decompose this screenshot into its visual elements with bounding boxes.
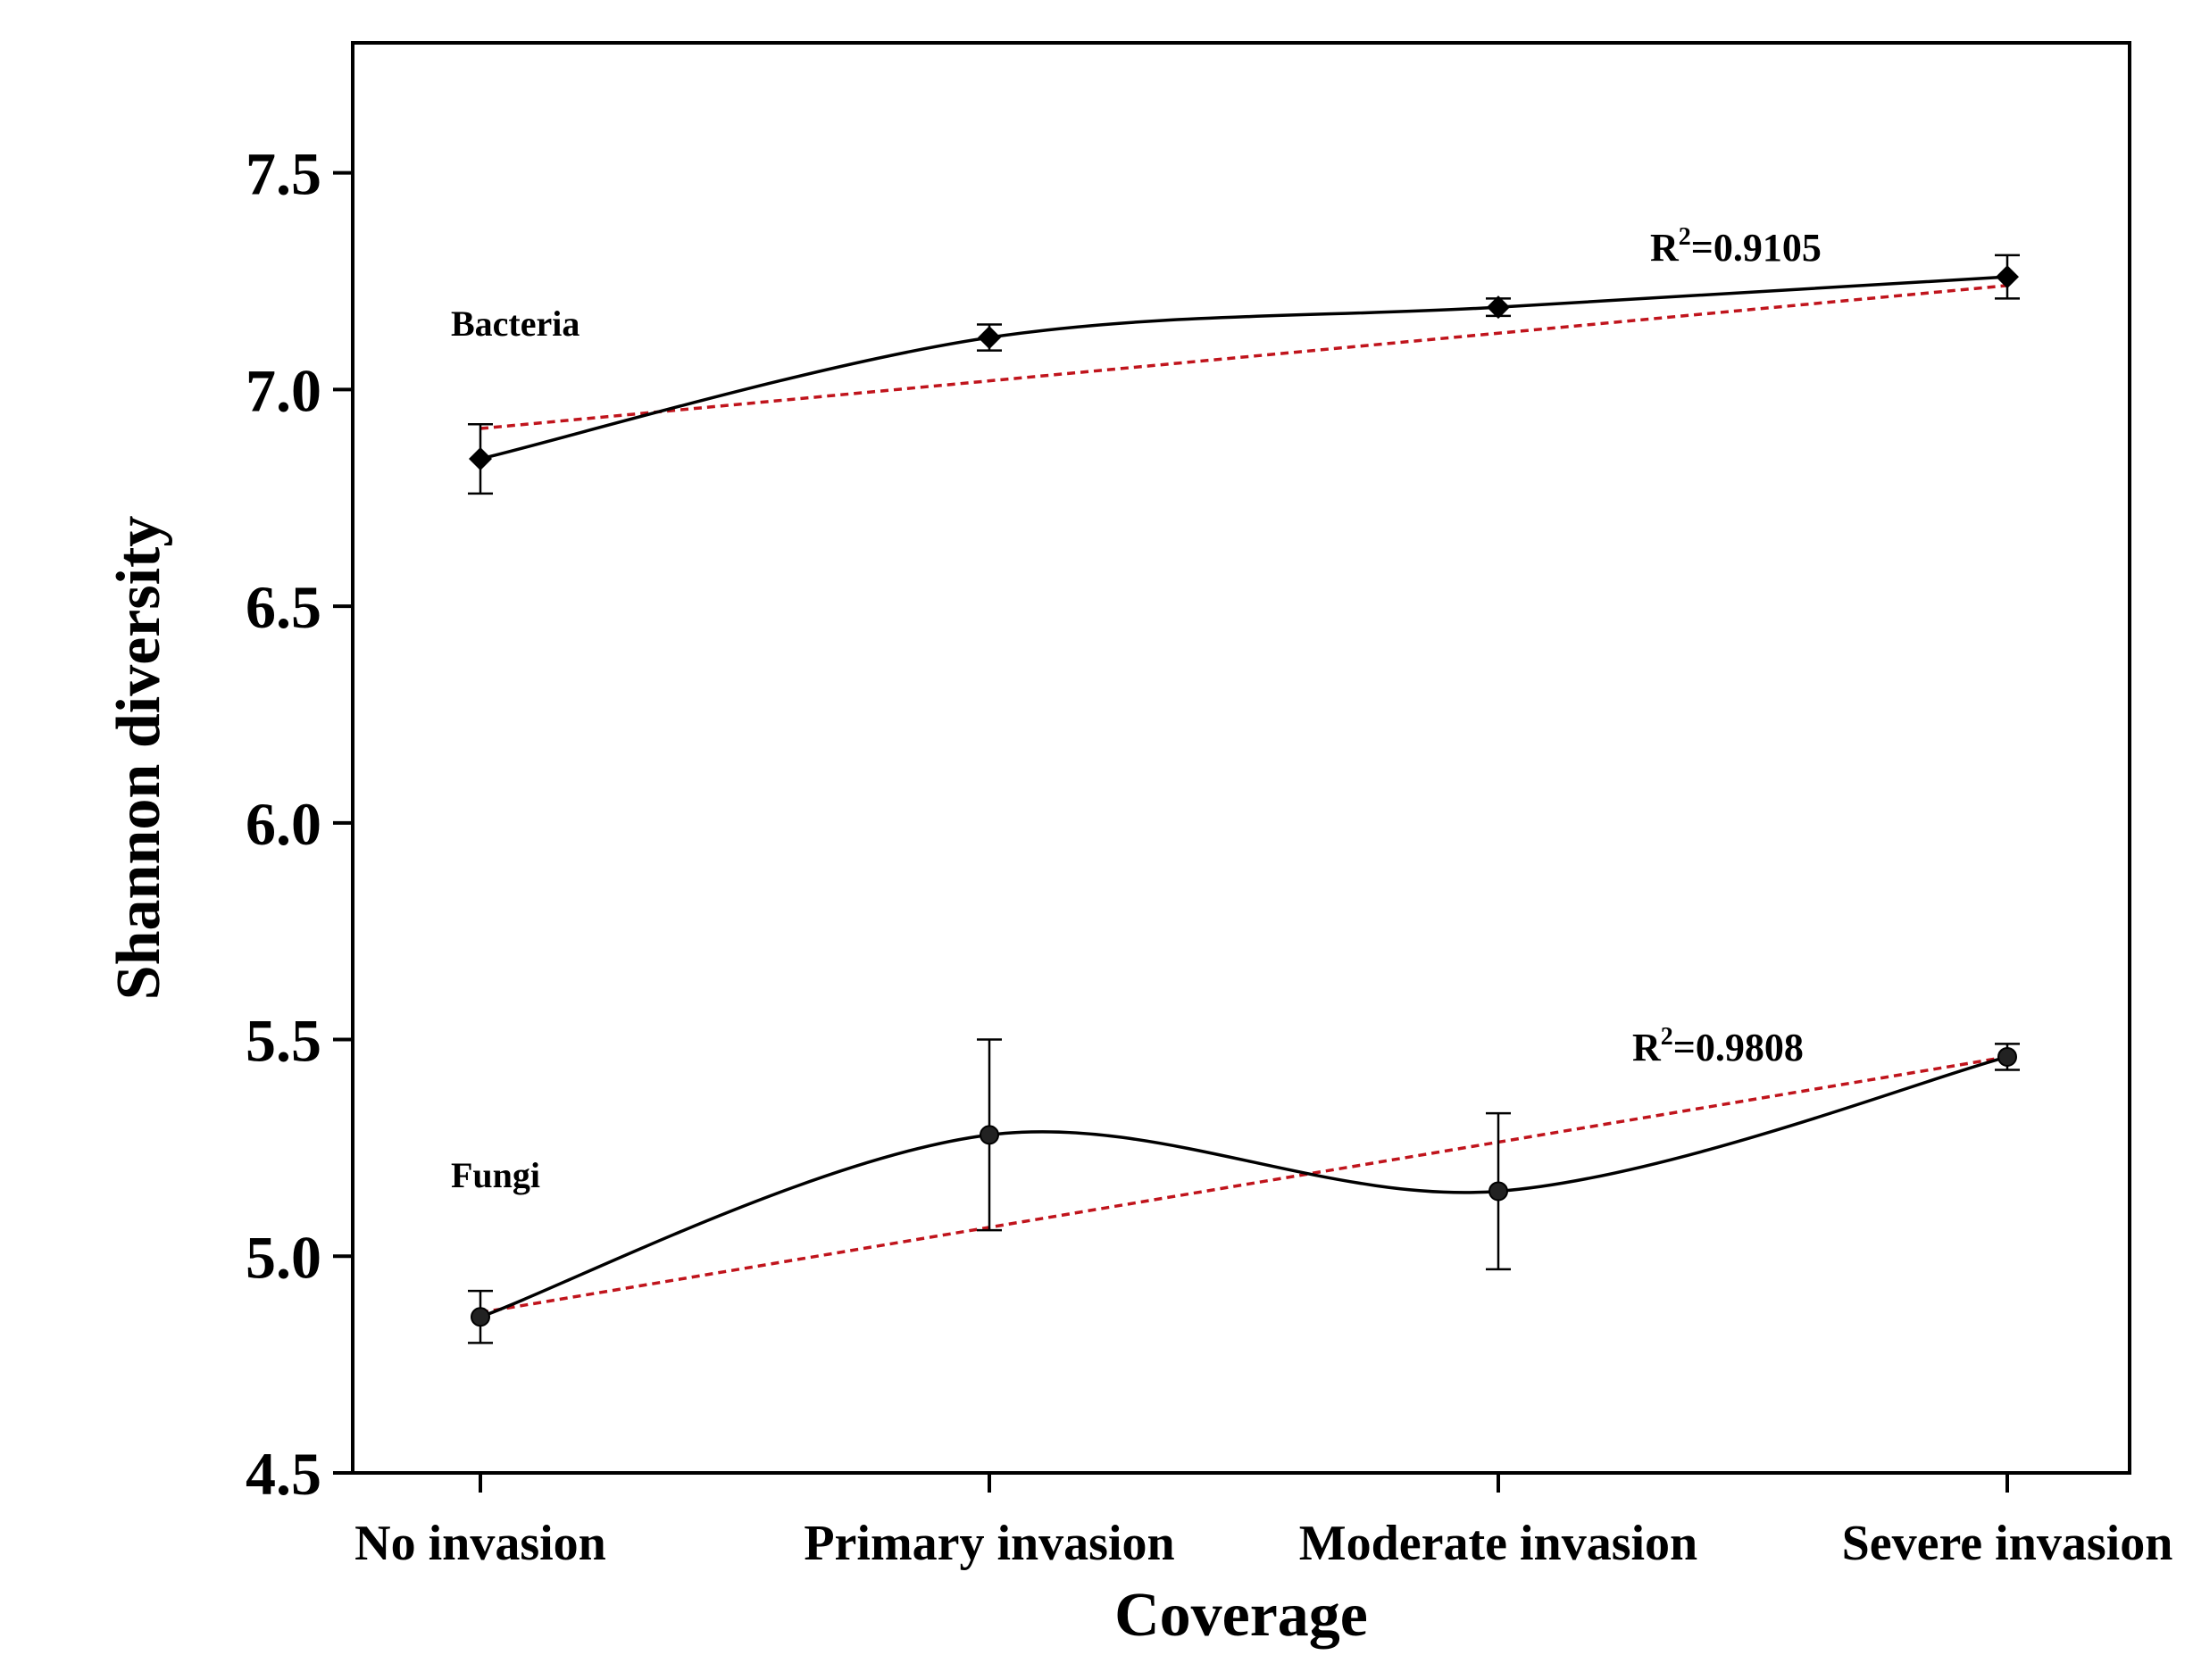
error-bars <box>468 254 2020 1344</box>
x-axis-label: Coverage <box>1114 1581 1368 1650</box>
plot-frame <box>351 41 2131 1475</box>
x-axis-ticks: No invasion Primary invasion Moderate inva… <box>354 1473 2172 1571</box>
trend-line-fungi <box>479 1055 2008 1315</box>
data-point-bacteria <box>1487 295 1510 320</box>
r2-letter-bacteria: R <box>1650 226 1680 270</box>
data-point-fungi <box>471 1307 490 1327</box>
x-tick-label: Moderate invasion <box>1299 1516 1697 1571</box>
y-tick-label: 5.5 <box>246 1007 321 1075</box>
y-tick-label: 6.0 <box>246 790 321 858</box>
series-label-bacteria: Bacteria <box>451 304 580 344</box>
data-point-fungi <box>1488 1181 1508 1202</box>
y-tick-label: 7.0 <box>246 356 321 424</box>
trend-lines <box>479 284 2008 1315</box>
r2-letter-fungi: R <box>1632 1026 1662 1069</box>
r2-label-fungi: R2=0.9808 <box>1632 1023 1804 1069</box>
y-axis-label: Shannon diversity <box>104 516 173 1001</box>
y-tick-label: 6.5 <box>246 573 321 641</box>
y-tick-label: 5.0 <box>246 1223 321 1291</box>
data-point-fungi <box>1997 1046 2017 1067</box>
y-axis-ticks: 4.5 5.0 5.5 6.0 6.5 7.0 7.5 <box>246 140 353 1508</box>
data-point-bacteria <box>469 447 492 471</box>
series-label-fungi: Fungi <box>451 1155 540 1195</box>
data-markers <box>469 265 2019 1327</box>
r2-superscript-bacteria: 2 <box>1679 223 1691 251</box>
y-tick-label: 4.5 <box>246 1440 321 1508</box>
data-point-bacteria <box>1996 265 2019 289</box>
r2-superscript-fungi: 2 <box>1661 1023 1673 1051</box>
x-tick-label: Primary invasion <box>804 1516 1174 1571</box>
data-point-fungi <box>980 1125 999 1145</box>
y-tick-label: 7.5 <box>246 140 321 208</box>
series-curves <box>479 275 2008 1318</box>
data-point-bacteria <box>978 326 1001 350</box>
trend-line-bacteria <box>479 284 2008 430</box>
series-line-bacteria <box>479 275 2008 461</box>
series-line-fungi <box>479 1055 2008 1318</box>
x-tick-label: Severe invasion <box>1842 1516 2173 1571</box>
r2-value-fungi: =0.9808 <box>1673 1026 1804 1069</box>
r2-label-bacteria: R2=0.9105 <box>1650 223 1822 270</box>
r2-value-bacteria: =0.9105 <box>1691 226 1822 270</box>
x-tick-label: No invasion <box>354 1516 606 1571</box>
